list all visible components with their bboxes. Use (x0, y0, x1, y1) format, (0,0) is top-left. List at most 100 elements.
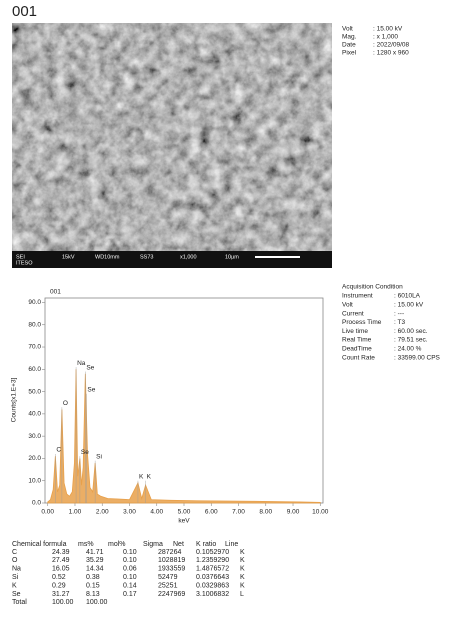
table-cell: 0.15 (86, 582, 100, 589)
table-cell: 31.27 (52, 591, 70, 598)
condition-value: : 2022/09/08 (373, 42, 410, 49)
table-cell: O (12, 557, 18, 564)
acquisition-label: Instrument (342, 293, 373, 300)
table-cell: 1028819 (158, 557, 185, 564)
acquisition-label: Current (342, 310, 364, 317)
acquisition-value: : --- (394, 310, 404, 317)
acquisition-value: : 24.00 % (394, 346, 422, 353)
table-cell: 100.00 (86, 599, 108, 606)
peak-label: Na (77, 360, 86, 367)
peak-label: C (56, 447, 61, 454)
condition-label: Date (342, 42, 356, 49)
spectrum (47, 369, 321, 504)
x-tick-label: 6.00 (205, 509, 218, 516)
table-cell: 1933559 (158, 566, 185, 573)
peak-label: Se (87, 387, 95, 394)
acquisition-value: : 6010LA (394, 293, 421, 300)
y-tick-label: 20.0 (28, 455, 41, 462)
peak-label: Se (81, 449, 89, 456)
peak-label: O (63, 400, 68, 407)
info-bar-text: WD10mm (95, 254, 120, 260)
table-cell: 25251 (158, 582, 178, 589)
table-cell: 0.1052970 (196, 549, 229, 556)
table-cell: 3.1006832 (196, 591, 229, 598)
table-cell: 0.38 (86, 574, 100, 581)
info-bar-text: SEI (16, 254, 25, 260)
sem-texture (12, 23, 332, 251)
table-cell: 0.10 (123, 549, 137, 556)
table-cell: K (240, 582, 245, 589)
table-cell: L (240, 591, 244, 598)
condition-label: Volt (342, 26, 353, 33)
x-tick-label: 0.00 (41, 509, 54, 516)
y-tick-label: 50.0 (28, 388, 41, 395)
table-cell: K (240, 574, 245, 581)
acquisition-label: Volt (342, 302, 353, 309)
y-tick-label: 70.0 (28, 344, 41, 351)
table-header: ms% (78, 541, 94, 548)
table-header: mol% (108, 541, 126, 548)
x-tick-label: 3.00 (123, 509, 136, 516)
acquisition-label: Live time (342, 328, 368, 335)
y-axis-label: Counts[x1.E+3] (11, 377, 18, 422)
table-header: Line (225, 541, 238, 548)
table-cell: 52479 (158, 574, 178, 581)
acquisition-value: : 79.51 sec. (394, 337, 428, 344)
acquisition-title: Acquisition Condition (342, 284, 403, 291)
table-cell: 8.13 (86, 591, 100, 598)
table-cell: 24.39 (52, 549, 70, 556)
y-tick-label: 30.0 (28, 433, 41, 440)
info-bar-text: 15kV (62, 254, 75, 260)
y-tick-label: 10.0 (28, 477, 41, 484)
x-tick-label: 9.00 (287, 509, 300, 516)
acquisition-value: : 33599.00 CPS (394, 354, 441, 361)
page-title: 001 (12, 3, 37, 20)
acquisition-value: : 60.00 sec. (394, 328, 428, 335)
info-bar-text: ITESO (16, 260, 33, 266)
condition-value: : 15.00 kV (373, 26, 403, 33)
chart-title: 001 (50, 289, 61, 296)
x-tick-label: 2.00 (96, 509, 109, 516)
table-header: Net (173, 541, 184, 548)
y-tick-label: 0.0 (32, 500, 41, 507)
x-tick-label: 10.00 (312, 509, 329, 516)
x-tick-label: 1.00 (69, 509, 82, 516)
table-cell: 287264 (158, 549, 181, 556)
table-cell: Se (12, 591, 21, 598)
acquisition-label: DeadTime (342, 346, 372, 353)
info-bar-text: x1,000 (180, 254, 197, 260)
condition-label: Mag. (342, 34, 357, 41)
table-cell: K (240, 549, 245, 556)
table-cell: 2247969 (158, 591, 185, 598)
table-cell: K (240, 557, 245, 564)
table-cell: 0.17 (123, 591, 137, 598)
table-cell: 1.2359290 (196, 557, 229, 564)
acquisition-label: Real Time (342, 337, 372, 344)
peak-label: K (147, 473, 152, 480)
table-cell: 0.0329863 (196, 582, 229, 589)
table-header: Sigma (143, 541, 163, 548)
table-cell: 14.34 (86, 566, 104, 573)
x-tick-label: 8.00 (259, 509, 272, 516)
table-cell: Total (12, 599, 27, 606)
peak-label: Se (86, 364, 94, 371)
table-cell: 1.4876572 (196, 566, 229, 573)
info-bar-text: 10µm (225, 254, 239, 260)
acquisition-value: : T3 (394, 319, 405, 326)
table-header: K ratio (196, 541, 216, 548)
table-cell: 0.0376643 (196, 574, 229, 581)
peak-label: Si (96, 453, 102, 460)
table-cell: 100.00 (52, 599, 74, 606)
condition-value: : 1280 x 960 (373, 50, 409, 57)
y-tick-label: 90.0 (28, 299, 41, 306)
table-cell: 27.49 (52, 557, 70, 564)
table-cell: 0.14 (123, 582, 137, 589)
x-tick-label: 5.00 (178, 509, 191, 516)
table-cell: Na (12, 566, 21, 573)
table-cell: 0.06 (123, 566, 137, 573)
table-cell: 35.29 (86, 557, 104, 564)
x-axis-label: keV (178, 518, 190, 525)
acquisition-label: Process Time (342, 319, 382, 326)
y-tick-label: 60.0 (28, 366, 41, 373)
